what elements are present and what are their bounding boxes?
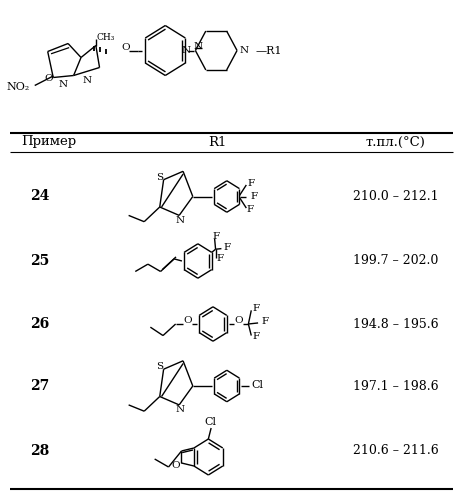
- Text: N: N: [239, 46, 249, 55]
- Text: Cl: Cl: [204, 417, 216, 427]
- Text: 24: 24: [30, 190, 49, 203]
- Text: O: O: [183, 316, 192, 326]
- Text: O: O: [44, 74, 53, 83]
- Text: N: N: [181, 46, 191, 55]
- Text: F: F: [247, 180, 254, 188]
- Text: R1: R1: [208, 136, 227, 148]
- Text: F: F: [246, 204, 253, 214]
- Text: F: F: [250, 192, 257, 201]
- Text: F: F: [212, 232, 219, 241]
- Text: т.пл.(°С): т.пл.(°С): [366, 136, 426, 148]
- Text: F: F: [261, 318, 268, 326]
- Text: N: N: [175, 406, 185, 414]
- Text: F: F: [223, 242, 231, 252]
- Text: 199.7 – 202.0: 199.7 – 202.0: [353, 254, 438, 268]
- Text: 25: 25: [30, 254, 49, 268]
- Text: F: F: [252, 304, 259, 313]
- Text: N: N: [193, 42, 202, 51]
- Text: O: O: [234, 316, 243, 326]
- Text: N: N: [82, 76, 91, 85]
- Text: 194.8 – 195.6: 194.8 – 195.6: [353, 318, 438, 330]
- Text: F: F: [252, 332, 259, 341]
- Text: Cl: Cl: [251, 380, 263, 390]
- Text: N: N: [175, 216, 185, 225]
- Text: 210.6 – 211.6: 210.6 – 211.6: [353, 444, 439, 458]
- Text: NO₂: NO₂: [7, 82, 30, 92]
- Text: O: O: [121, 44, 130, 52]
- Text: F: F: [217, 254, 224, 263]
- Text: 27: 27: [30, 379, 49, 393]
- Text: CH₃: CH₃: [97, 33, 115, 42]
- Text: N: N: [59, 80, 68, 89]
- Text: 26: 26: [30, 317, 49, 331]
- Text: O: O: [172, 462, 180, 470]
- Text: S: S: [156, 362, 163, 371]
- Text: 210.0 – 212.1: 210.0 – 212.1: [353, 190, 438, 203]
- Text: S: S: [156, 172, 163, 182]
- Text: —R1: —R1: [256, 46, 282, 56]
- Text: 28: 28: [30, 444, 49, 458]
- Text: Пример: Пример: [21, 136, 76, 148]
- Text: 197.1 – 198.6: 197.1 – 198.6: [353, 380, 438, 392]
